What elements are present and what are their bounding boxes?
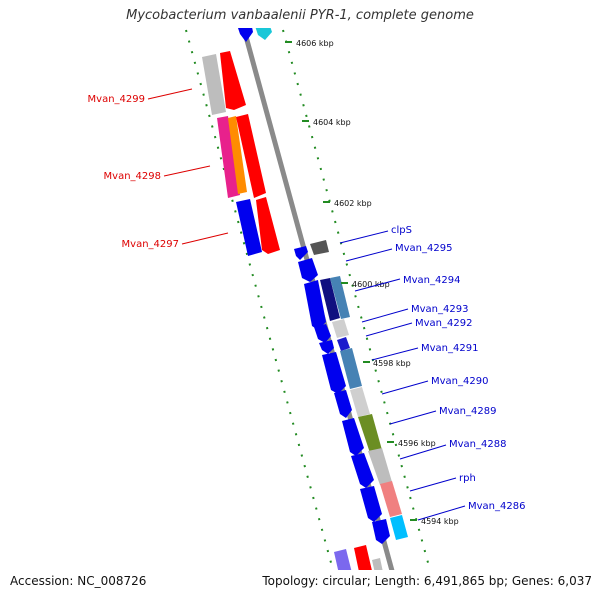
gene-label-mvan4293[interactable]: Mvan_4293 [411,304,468,315]
gene-shape-rph [380,481,402,517]
genome-summary-text: Topology: circular; Length: 6,491,865 bp… [262,574,592,588]
gene-shape-mvan4294-a [320,278,340,321]
gene-shape-blue-6 [322,352,346,394]
gene-label-mvan4297[interactable]: Mvan_4297 [122,239,179,250]
gene-shape-blue-8 [342,418,364,456]
gene-shape-mvan4297-b [256,197,280,254]
gene-shape-blue-1 [294,246,308,260]
gene-label-mvan4290[interactable]: Mvan_4290 [431,376,488,387]
gene-shape-mvan4297-a [236,199,262,256]
scale-label: 4602 kbp [334,199,372,208]
gene-label-mvan4299[interactable]: Mvan_4299 [88,94,145,105]
gene-label-clps[interactable]: clpS [391,225,412,236]
gene-shape-blue-2 [298,258,318,282]
gene-shape-blue-9 [351,453,374,488]
gene-shape-mvan4289 [358,414,382,453]
gene-shape-mvan4291-a [337,337,350,351]
gene-shape-mvan4286 [390,515,408,540]
gene-partial-grey [372,558,383,570]
gene-shape-blue-7 [334,390,352,418]
leader-line [399,444,447,460]
gene-shape-mvan4298-a [217,116,240,198]
gene-partial-red [354,545,372,570]
leader-line [361,308,409,323]
leader-line [417,505,466,521]
gene-label-mvan4294[interactable]: Mvan_4294 [403,275,460,286]
gene-shape-mvan4298-c [236,114,266,198]
gene-partial-blue [238,28,253,42]
reverse-gene-labels: Mvan_4299 Mvan_4298 Mvan_4297 [88,88,229,250]
leader-line [181,232,229,245]
map-title: Mycobacterium vanbaalenii PYR-1, complet… [126,8,474,23]
gene-shape-blue-11 [372,519,390,544]
gene-shape-blue-3 [304,280,326,330]
gene-label-mvan4291[interactable]: Mvan_4291 [421,343,478,354]
tick-track-right [282,29,431,570]
gene-label-mvan4289[interactable]: Mvan_4289 [439,406,496,417]
scale-label: 4594 kbp [421,517,459,526]
scale-label: 4606 kbp [296,39,334,48]
gene-partial-cyan [255,28,272,40]
gene-label-mvan4295[interactable]: Mvan_4295 [395,243,452,254]
gene-shape-mvan4299-a [202,54,226,115]
gene-label-mvan4286[interactable]: Mvan_4286 [468,501,525,512]
leader-line [345,248,393,262]
gene-shape-mvan4294-b [330,276,350,319]
gene-shape-clps [310,240,329,255]
scale-label: 4600 kbp [352,280,390,289]
scale-markers: 4606 kbp 4604 kbp 4602 kbp 4600 kbp 4598… [285,39,459,526]
gene-partial-lavender [334,549,352,570]
leader-line [409,477,457,492]
accession-text: Accession: NC_008726 [10,574,147,588]
gene-label-mvan4288[interactable]: Mvan_4288 [449,439,506,450]
gene-shape-mvan4290 [350,387,370,417]
gene-shape-mvan4292 [332,319,349,338]
gene-label-rph[interactable]: rph [459,473,476,484]
gene-shape-mvan4298-b [228,116,247,194]
forward-gene-labels: clpS Mvan_4295 Mvan_4294 Mvan_4293 Mvan_… [339,225,525,521]
leader-line [163,165,211,177]
gene-shape-blue-5 [319,340,334,354]
gene-label-mvan4298[interactable]: Mvan_4298 [104,171,161,182]
gene-shape-mvan4299-b [220,51,246,110]
gene-label-mvan4292[interactable]: Mvan_4292 [415,318,472,329]
gene-shape-mvan4288 [368,448,392,485]
scale-label: 4598 kbp [373,359,411,368]
leader-line [381,380,429,395]
leader-line [371,347,419,361]
scale-label: 4604 kbp [313,118,351,127]
leader-line [365,322,413,337]
leader-line [389,410,437,425]
gene-shape-blue-4 [314,324,331,343]
gene-shape-mvan4291-b [340,348,362,389]
gene-shape-blue-10 [360,486,382,522]
leader-line [147,88,193,100]
scale-label: 4596 kbp [398,439,436,448]
leader-line [354,278,401,292]
leader-line [339,230,389,244]
